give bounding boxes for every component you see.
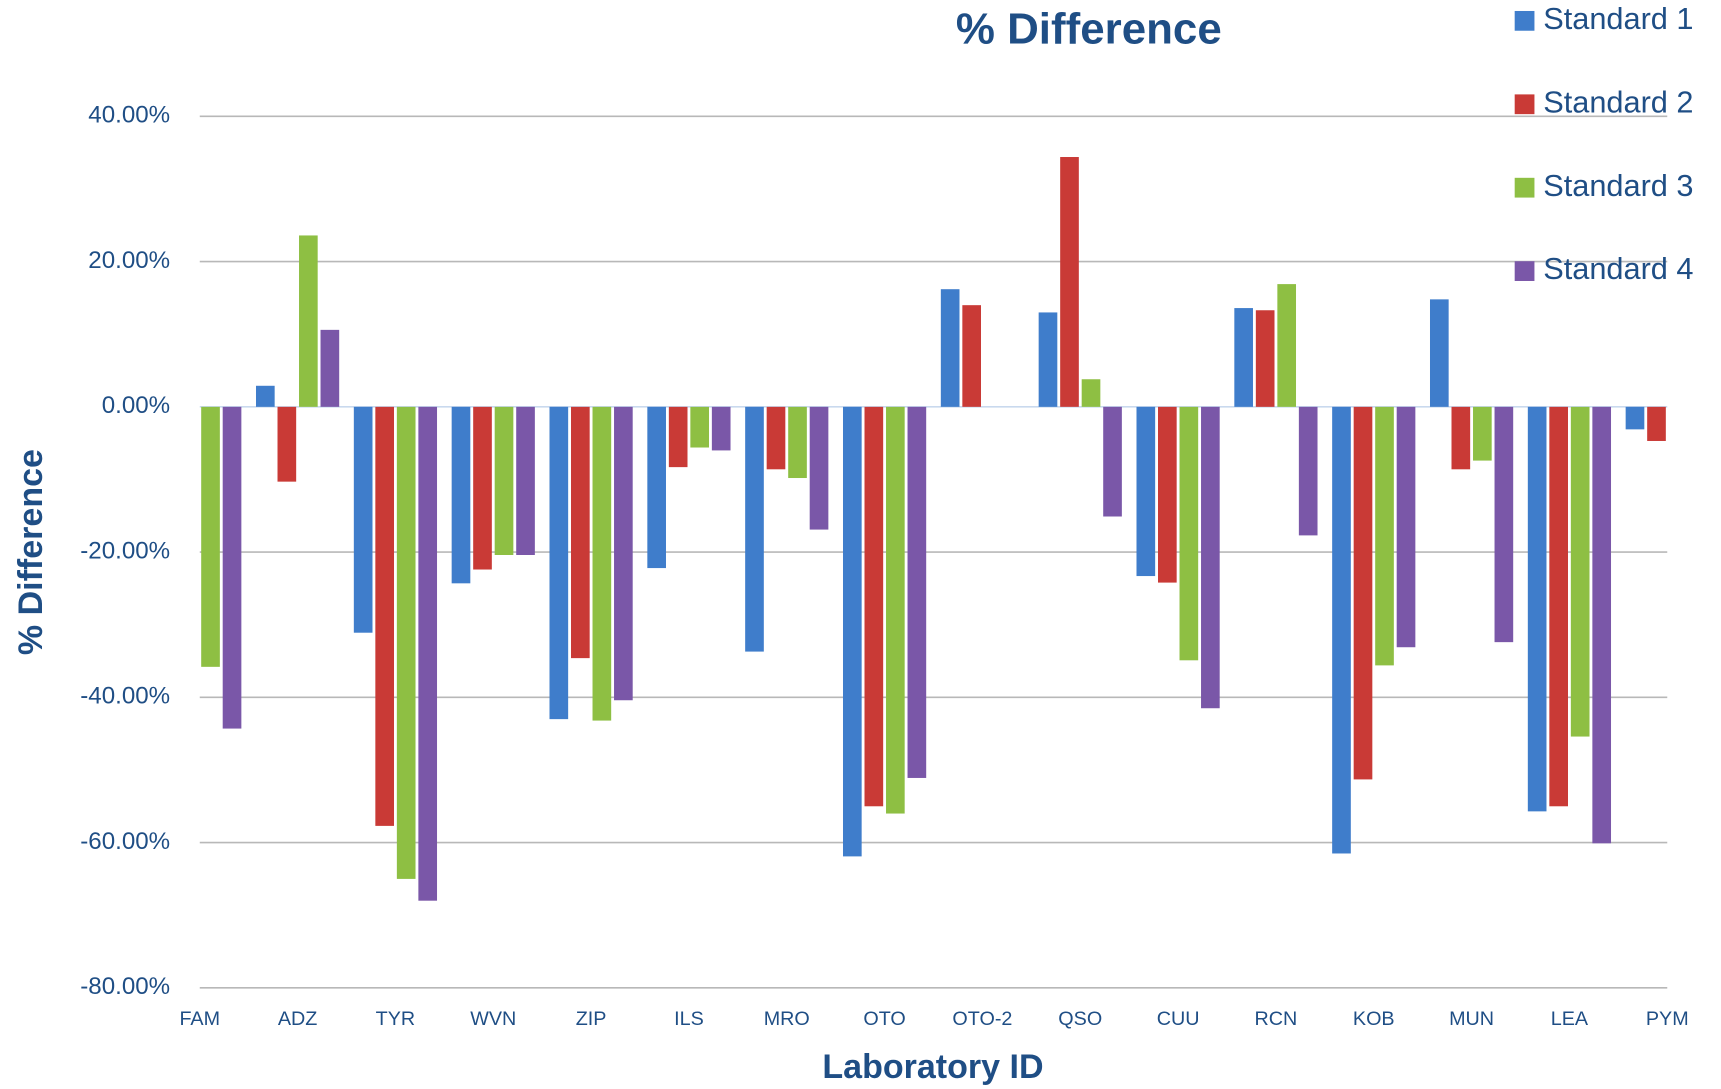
bar: [1060, 157, 1079, 407]
bar: [549, 406, 569, 720]
legend-label: Standard 2: [1543, 84, 1693, 119]
x-tick-label: LEA: [1551, 1008, 1589, 1030]
bar: [592, 406, 612, 721]
bar: [1179, 406, 1199, 661]
bar: [375, 406, 395, 826]
bar: [788, 406, 807, 479]
bar: [277, 406, 297, 482]
x-tick-label: KOB: [1353, 1008, 1395, 1030]
y-tick-label: 0.00%: [102, 392, 170, 419]
bar: [1570, 406, 1590, 737]
bar: [473, 406, 492, 570]
bar: [255, 385, 275, 407]
bar: [886, 406, 905, 814]
x-tick-label: TYR: [376, 1008, 416, 1030]
bar: [1494, 406, 1514, 643]
legend-label: Standard 3: [1543, 168, 1693, 203]
bar: [745, 406, 764, 652]
bar: [1103, 406, 1122, 517]
legend-label: Standard 1: [1543, 1, 1693, 36]
bar: [1669, 407, 1688, 454]
bar: [299, 235, 318, 407]
y-tick-label: -40.00%: [80, 683, 170, 710]
bar: [1625, 406, 1645, 430]
bar: [711, 406, 731, 451]
x-tick-label: ILS: [674, 1008, 704, 1030]
x-tick-label: ADZ: [278, 1008, 318, 1030]
bar: [864, 406, 884, 807]
bar: [1255, 310, 1275, 407]
x-tick-label: QSO: [1058, 1008, 1102, 1030]
bar: [962, 305, 981, 407]
x-tick-label: FAM: [179, 1008, 220, 1030]
bar: [1549, 406, 1568, 807]
bar: [614, 406, 633, 701]
bar: [842, 406, 862, 857]
bar: [1234, 308, 1253, 407]
bar: [1277, 284, 1297, 407]
bar: [222, 406, 242, 729]
bar: [1527, 406, 1547, 812]
legend-swatch: [1514, 94, 1535, 115]
bar: [1158, 406, 1177, 583]
chart-body: % Difference Laboratory ID % Difference …: [12, 1, 1694, 1086]
bar: [396, 406, 416, 879]
x-tick-label: OTO: [863, 1008, 905, 1030]
bar: [201, 406, 220, 667]
x-axis-label: Laboratory ID: [822, 1048, 1043, 1086]
bar: [1396, 406, 1416, 648]
bar: [494, 406, 514, 555]
legend-swatch: [1514, 177, 1535, 198]
x-tick-label: WVN: [470, 1008, 516, 1030]
y-axis-label: % Difference: [12, 449, 50, 655]
y-tick-label: 40.00%: [88, 102, 170, 129]
bar: [940, 289, 960, 407]
bar: [907, 406, 927, 778]
bar: [1451, 406, 1471, 470]
legend-swatch: [1514, 261, 1535, 281]
bar: [1038, 312, 1058, 407]
bar: [1298, 406, 1318, 536]
x-tick-label: PYM: [1646, 1008, 1689, 1030]
y-tick-label: 20.00%: [88, 247, 170, 274]
x-tick-label: OTO-2: [952, 1008, 1012, 1030]
bar: [668, 406, 688, 468]
bar: [451, 406, 471, 584]
bar: [320, 329, 340, 407]
x-tick-label: MRO: [764, 1008, 810, 1030]
plot-area: [201, 157, 1688, 901]
bar: [1332, 406, 1351, 854]
legend-swatch: [1514, 10, 1535, 31]
x-tick-label: ZIP: [576, 1008, 607, 1030]
y-tick-label: -60.00%: [80, 828, 170, 855]
bar: [1081, 379, 1101, 407]
bar: [809, 406, 829, 530]
bar: [1473, 406, 1492, 461]
legend-label: Standard 4: [1543, 251, 1693, 286]
bar: [1136, 406, 1156, 577]
bar: [353, 406, 373, 633]
bar: [1647, 406, 1666, 441]
y-tick-label: -80.00%: [80, 973, 170, 1000]
bar: [516, 406, 535, 555]
x-tick-label: CUU: [1157, 1008, 1200, 1030]
bar: [1592, 406, 1612, 844]
y-tick-label: -20.00%: [80, 537, 170, 564]
bar: [647, 406, 666, 569]
bar: [1375, 406, 1394, 666]
bar: [1201, 406, 1220, 709]
bar: [766, 406, 786, 470]
x-tick-label: MUN: [1449, 1008, 1494, 1030]
chart-title: % Difference: [956, 4, 1222, 53]
bar: [571, 406, 590, 659]
bar: [1429, 299, 1449, 407]
bar: [690, 406, 710, 448]
bar: [1353, 406, 1373, 780]
x-tick-label: RCN: [1255, 1008, 1298, 1030]
bar: [418, 406, 438, 901]
